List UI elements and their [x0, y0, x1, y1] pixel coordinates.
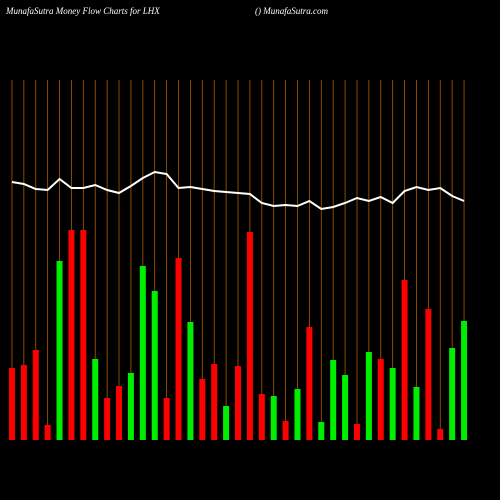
bar	[449, 348, 456, 440]
bar	[8, 368, 15, 440]
bar	[461, 321, 468, 440]
bar	[44, 425, 51, 440]
bar	[223, 406, 230, 440]
bar	[294, 389, 301, 440]
bar	[127, 373, 134, 440]
bar	[139, 266, 146, 440]
bar	[425, 309, 432, 440]
bar	[258, 394, 265, 440]
bar	[80, 230, 87, 440]
bar	[246, 232, 253, 440]
bar	[306, 327, 313, 440]
bar	[377, 359, 384, 440]
bar	[163, 398, 170, 440]
bar	[68, 230, 75, 440]
bar	[413, 387, 420, 440]
bar	[151, 291, 158, 440]
bar	[389, 368, 396, 440]
bar	[437, 429, 444, 440]
bar	[20, 365, 27, 440]
bar	[211, 364, 218, 440]
bar	[342, 375, 349, 440]
bar	[282, 421, 289, 440]
bar	[92, 359, 99, 440]
bar	[187, 322, 194, 440]
chart-subtitle: () MunafaSutra.com	[255, 6, 328, 16]
bar	[104, 398, 111, 440]
bar	[235, 366, 241, 440]
money-flow-line	[11, 170, 465, 211]
bar	[353, 424, 360, 440]
bar	[116, 386, 123, 440]
bar	[330, 360, 337, 440]
bar	[32, 350, 39, 440]
bar	[318, 422, 325, 440]
bar	[56, 261, 63, 440]
bar	[270, 396, 277, 440]
bar	[365, 352, 372, 440]
bar	[199, 379, 206, 440]
bar	[401, 280, 408, 440]
bar	[175, 258, 182, 440]
chart-title: MunafaSutra Money Flow Charts for LHX	[5, 6, 160, 16]
